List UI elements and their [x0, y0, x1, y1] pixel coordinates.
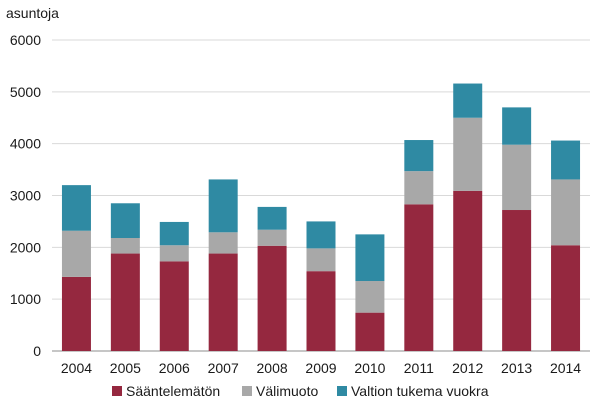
x-tick-label: 2011: [404, 360, 434, 376]
x-tick-label: 2008: [257, 360, 288, 376]
x-tick-label: 2012: [452, 360, 483, 376]
bar-segment: [257, 206, 287, 230]
x-tick-label: 2010: [354, 360, 385, 376]
bar-segment: [404, 204, 434, 351]
bar-segment: [110, 203, 140, 239]
bar-segment: [306, 221, 336, 249]
bar-segment: [159, 261, 189, 351]
bar-segment: [551, 245, 581, 351]
x-tick-label: 2006: [159, 360, 190, 376]
x-tick-label: 2009: [305, 360, 336, 376]
y-tick-label: 5000: [10, 84, 41, 100]
bar-segment: [355, 234, 385, 282]
bar-segment: [502, 210, 532, 351]
y-axis-ticks: 0 1000 2000 3000 4000 5000 6000: [10, 32, 41, 359]
bar-segment: [110, 253, 140, 351]
x-tick-label: 2007: [208, 360, 239, 376]
bar-segment: [257, 245, 287, 351]
y-tick-label: 2000: [10, 239, 41, 255]
bar-segment: [453, 83, 483, 118]
x-axis-ticks: 2004 2005 2006 2007 2008 2009 2010 2011 2012 2013…: [61, 360, 581, 376]
bar-segment: [61, 230, 91, 277]
bar-segment: [502, 107, 532, 145]
bar-segment: [110, 238, 140, 254]
bar-segment: [355, 281, 385, 313]
bar-segment: [404, 140, 434, 172]
bar-segment: [306, 248, 336, 272]
bar-segment: [208, 232, 238, 254]
bar-segment: [404, 171, 434, 205]
bar-segment: [551, 179, 581, 246]
bar-segment: [502, 144, 532, 211]
x-tick-label: 2005: [110, 360, 141, 376]
bar-segment: [61, 185, 91, 231]
bar-segment: [453, 190, 483, 351]
bar-segment: [61, 276, 91, 351]
x-tick-label: 2014: [550, 360, 581, 376]
legend-swatch: [242, 386, 252, 396]
legend-label: Valtion tukema vuokra: [351, 383, 489, 399]
legend-label: Sääntelemätön: [126, 383, 220, 399]
bar-segment: [551, 140, 581, 180]
x-tick-label: 2013: [501, 360, 532, 376]
x-tick-label: 2004: [61, 360, 92, 376]
bar-segment: [453, 117, 483, 191]
legend-swatch: [112, 386, 122, 396]
legend: Sääntelemätön Välimuoto Valtion tukema vuo…: [112, 383, 489, 399]
bar-segment: [208, 179, 238, 233]
bar-segment: [159, 221, 189, 246]
y-tick-label: 0: [33, 343, 41, 359]
bar-segment: [208, 253, 238, 351]
bars: [61, 83, 581, 351]
bar-segment: [306, 271, 336, 351]
y-tick-label: 1000: [10, 291, 41, 307]
y-tick-label: 4000: [10, 136, 41, 152]
y-tick-label: 6000: [10, 32, 41, 48]
bar-segment: [355, 312, 385, 351]
legend-label: Välimuoto: [256, 383, 318, 399]
y-tick-label: 3000: [10, 188, 41, 204]
bar-segment: [159, 245, 189, 262]
legend-swatch: [337, 386, 347, 396]
bar-segment: [257, 229, 287, 246]
y-axis-unit-label: asuntoja: [6, 5, 59, 21]
